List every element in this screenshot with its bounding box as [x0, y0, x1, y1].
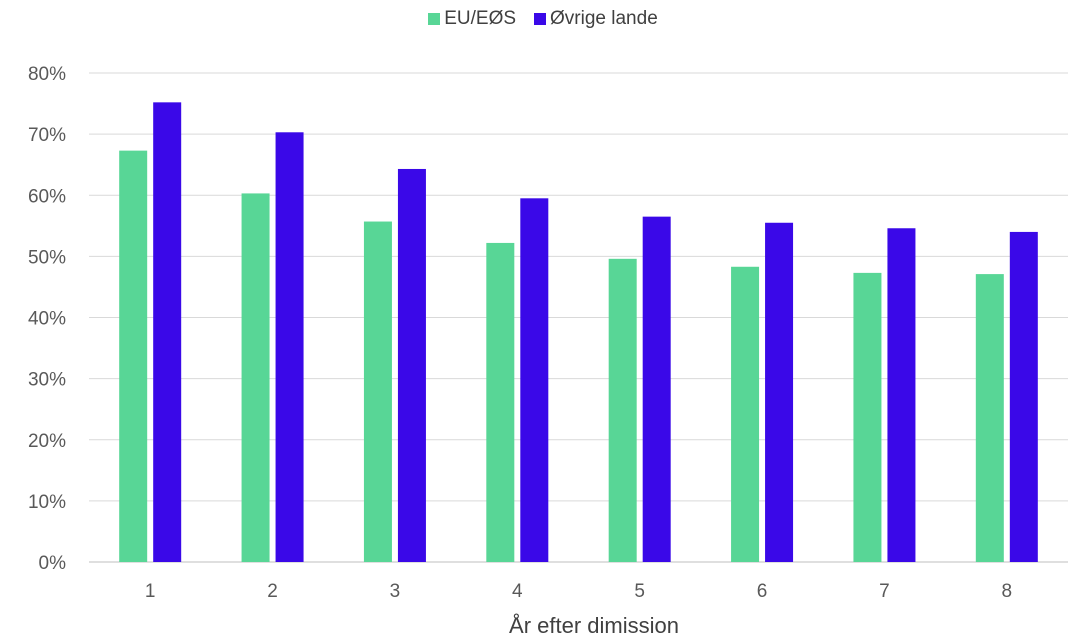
y-tick-label: 50%: [28, 247, 66, 268]
x-tick-label: 7: [879, 581, 890, 602]
y-tick-label: 0%: [39, 553, 67, 574]
bars: [119, 102, 1038, 563]
legend-item-ovrige-lande: Øvrige lande: [534, 8, 658, 30]
bar-eu-eos-6: [731, 266, 760, 562]
x-tick-label: 2: [267, 581, 278, 602]
legend-swatch-eu-eos: [428, 13, 441, 25]
x-tick-label: 6: [757, 581, 768, 602]
y-tick-label: 40%: [28, 309, 66, 330]
chart-legend: EU/EØS Øvrige lande: [0, 8, 1086, 30]
bar-eu-eos-3: [363, 221, 392, 562]
gridlines: [89, 72, 1068, 563]
bar-ovrige-lande-6: [765, 222, 794, 562]
legend-item-eu-eos: EU/EØS: [428, 8, 516, 30]
bar-eu-eos-1: [119, 150, 148, 562]
bar-eu-eos-2: [241, 193, 270, 562]
x-tick-label: 5: [634, 581, 645, 602]
x-axis-label: År efter dimission: [509, 613, 679, 638]
bar-eu-eos-8: [975, 274, 1004, 562]
bar-ovrige-lande-5: [642, 216, 671, 563]
y-tick-label: 10%: [28, 492, 66, 513]
bar-ovrige-lande-4: [520, 198, 549, 562]
bar-ovrige-lande-2: [275, 132, 304, 562]
x-axis-tick-labels: 1 2 3 4 5 6 7 8: [145, 581, 1012, 602]
bar-ovrige-lande-3: [397, 168, 426, 562]
legend-swatch-ovrige-lande: [534, 13, 547, 25]
y-tick-label: 70%: [28, 125, 66, 146]
y-tick-label: 80%: [28, 64, 66, 85]
bar-ovrige-lande-8: [1009, 231, 1038, 563]
y-axis-tick-labels: 0% 10% 20% 30% 40% 50% 60% 70% 80%: [28, 64, 66, 574]
y-tick-label: 60%: [28, 186, 66, 207]
y-tick-label: 20%: [28, 431, 66, 452]
bar-eu-eos-4: [486, 242, 515, 563]
legend-label-ovrige-lande: Øvrige lande: [550, 8, 658, 29]
bar-ovrige-lande-7: [887, 228, 916, 562]
x-tick-label: 1: [145, 581, 156, 602]
bar-eu-eos-7: [853, 272, 882, 562]
x-tick-label: 8: [1002, 581, 1013, 602]
legend-label-eu-eos: EU/EØS: [444, 8, 517, 29]
bar-ovrige-lande-1: [153, 102, 182, 562]
y-tick-label: 30%: [28, 370, 66, 391]
x-tick-label: 4: [512, 581, 523, 602]
x-tick-label: 3: [390, 581, 401, 602]
bar-eu-eos-5: [608, 258, 637, 562]
